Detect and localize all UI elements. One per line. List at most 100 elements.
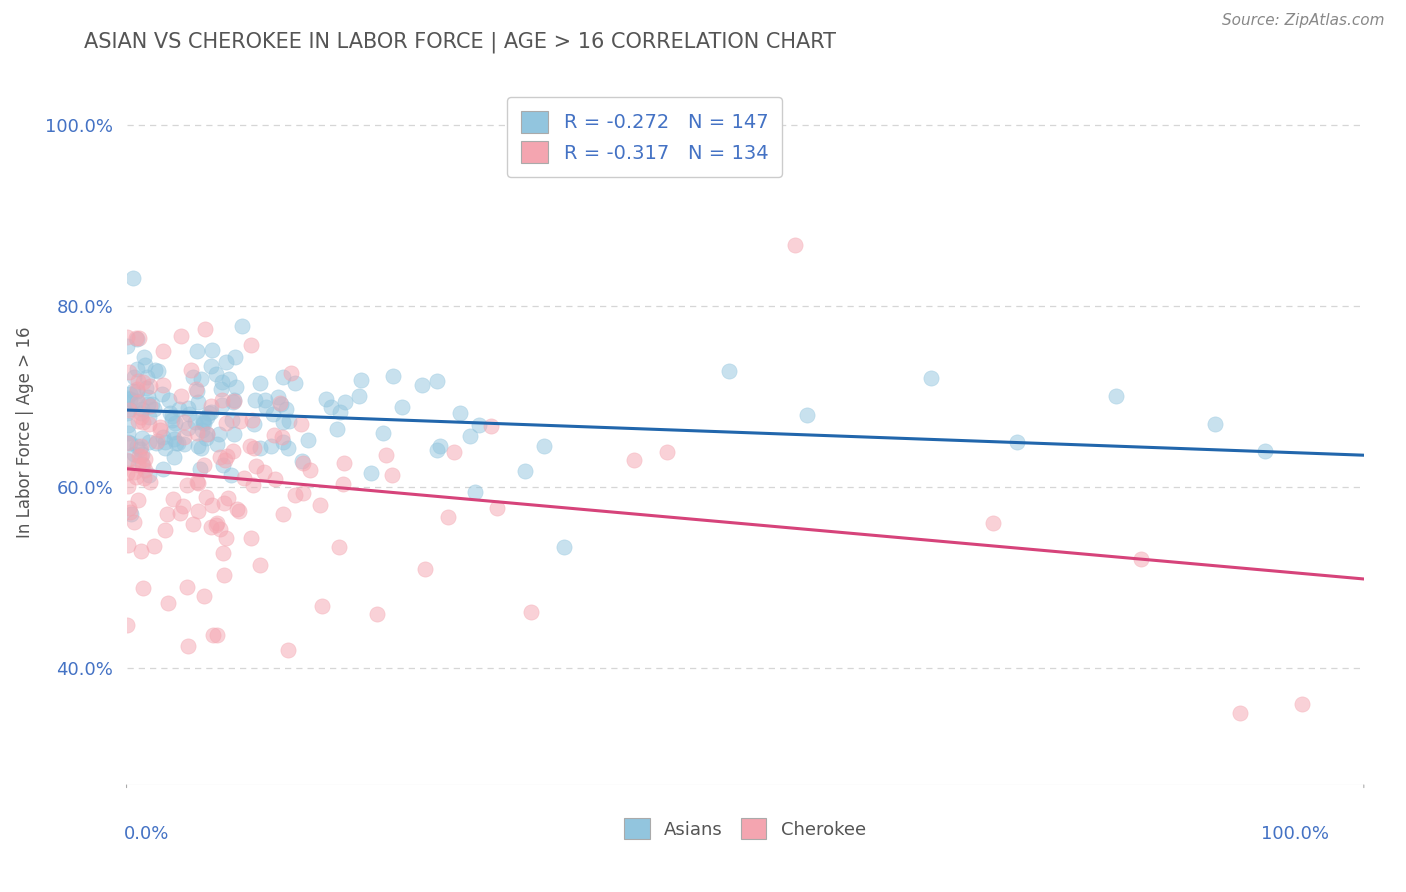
Point bbox=[211, 376, 233, 390]
Point bbox=[129, 406, 152, 420]
Point bbox=[127, 382, 149, 396]
Point bbox=[260, 439, 283, 453]
Point bbox=[153, 441, 176, 455]
Point bbox=[200, 520, 222, 534]
Point bbox=[129, 410, 152, 425]
Point bbox=[138, 435, 160, 450]
Point bbox=[366, 607, 388, 621]
Point bbox=[242, 478, 264, 492]
Point bbox=[125, 331, 148, 345]
Point bbox=[284, 488, 307, 502]
Point bbox=[118, 365, 141, 379]
Point bbox=[177, 640, 200, 654]
Point bbox=[411, 378, 433, 392]
Point bbox=[179, 407, 201, 421]
Point bbox=[347, 389, 370, 403]
Point bbox=[191, 414, 214, 428]
Point bbox=[187, 439, 209, 453]
Legend: Asians, Cherokee: Asians, Cherokee bbox=[617, 811, 873, 847]
Point bbox=[349, 373, 371, 387]
Point bbox=[160, 409, 183, 424]
Point bbox=[280, 366, 302, 380]
Point bbox=[271, 415, 294, 429]
Point bbox=[200, 399, 222, 413]
Point bbox=[115, 330, 138, 344]
Point bbox=[228, 504, 250, 518]
Point bbox=[138, 379, 160, 393]
Point bbox=[215, 354, 238, 368]
Point bbox=[270, 397, 292, 411]
Point bbox=[181, 516, 204, 531]
Point bbox=[146, 434, 169, 449]
Point bbox=[191, 417, 214, 431]
Point bbox=[134, 358, 156, 372]
Point bbox=[177, 420, 200, 434]
Point bbox=[120, 507, 142, 521]
Point bbox=[226, 502, 249, 516]
Point bbox=[127, 374, 149, 388]
Point bbox=[131, 401, 153, 416]
Point bbox=[208, 427, 231, 442]
Point bbox=[271, 434, 294, 449]
Point bbox=[125, 469, 148, 483]
Point bbox=[284, 376, 307, 390]
Point bbox=[239, 439, 262, 453]
Point bbox=[163, 450, 186, 465]
Point bbox=[132, 471, 155, 485]
Point bbox=[193, 589, 215, 603]
Point bbox=[193, 417, 215, 431]
Point bbox=[443, 445, 465, 459]
Point bbox=[162, 425, 184, 440]
Point bbox=[186, 382, 208, 396]
Point bbox=[224, 394, 246, 409]
Point bbox=[468, 417, 491, 432]
Point bbox=[464, 485, 486, 500]
Point bbox=[253, 393, 276, 408]
Point bbox=[153, 523, 176, 537]
Point bbox=[148, 364, 170, 378]
Point bbox=[118, 505, 141, 519]
Point bbox=[190, 371, 212, 385]
Point bbox=[920, 371, 942, 385]
Point bbox=[127, 362, 149, 376]
Point bbox=[131, 431, 153, 445]
Point bbox=[291, 454, 314, 468]
Point bbox=[1254, 443, 1277, 458]
Point bbox=[299, 463, 322, 477]
Point bbox=[1007, 434, 1029, 449]
Point bbox=[212, 546, 235, 560]
Point bbox=[1204, 417, 1226, 431]
Point bbox=[205, 516, 228, 530]
Point bbox=[135, 370, 157, 384]
Point bbox=[200, 405, 222, 419]
Point bbox=[485, 501, 508, 516]
Point bbox=[292, 456, 315, 470]
Point bbox=[187, 476, 209, 491]
Point bbox=[177, 401, 200, 416]
Point bbox=[425, 374, 447, 388]
Point bbox=[127, 384, 149, 398]
Point bbox=[211, 382, 233, 396]
Point bbox=[245, 459, 267, 474]
Point bbox=[163, 432, 186, 446]
Point bbox=[221, 395, 243, 409]
Point bbox=[249, 376, 271, 391]
Point bbox=[219, 467, 242, 482]
Text: ASIAN VS CHEROKEE IN LABOR FORCE | AGE > 16 CORRELATION CHART: ASIAN VS CHEROKEE IN LABOR FORCE | AGE >… bbox=[84, 31, 837, 53]
Point bbox=[115, 391, 138, 405]
Point bbox=[232, 471, 254, 485]
Point bbox=[211, 398, 233, 412]
Point bbox=[240, 413, 263, 427]
Point bbox=[212, 458, 235, 472]
Point bbox=[122, 447, 145, 461]
Point bbox=[180, 363, 202, 377]
Point bbox=[458, 428, 481, 442]
Point bbox=[117, 479, 139, 493]
Point bbox=[152, 462, 174, 476]
Point bbox=[277, 442, 299, 456]
Point bbox=[170, 389, 193, 403]
Point bbox=[205, 628, 228, 642]
Point bbox=[224, 350, 246, 364]
Point bbox=[157, 596, 180, 610]
Y-axis label: In Labor Force | Age > 16: In Labor Force | Age > 16 bbox=[17, 326, 34, 539]
